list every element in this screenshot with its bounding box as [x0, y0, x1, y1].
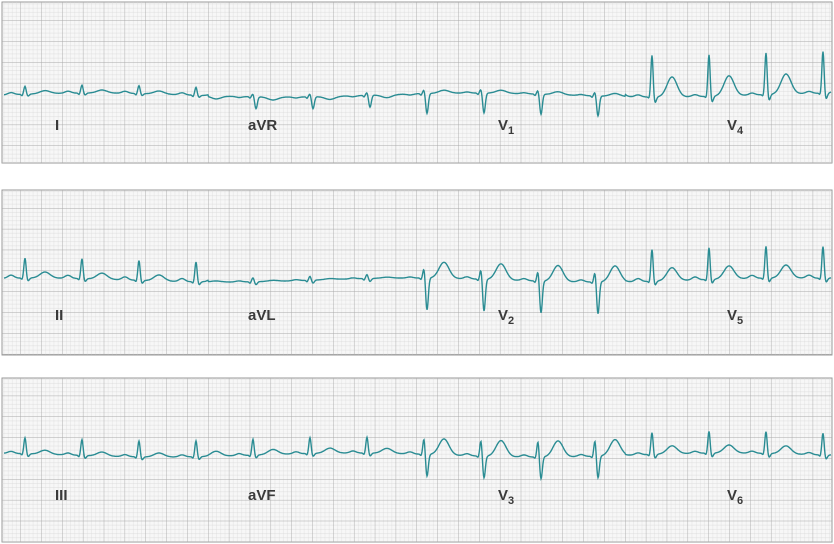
lead-name: II [55, 307, 63, 324]
lead-label: II [55, 307, 63, 324]
lead-name: V [727, 307, 737, 324]
lead-subscript: 3 [508, 495, 514, 507]
lead-name: V [498, 307, 508, 324]
lead-subscript: 5 [737, 315, 743, 327]
lead-label: III [55, 487, 68, 504]
lead-name: III [55, 487, 68, 504]
lead-label: aVL [248, 307, 276, 324]
lead-label: aVF [248, 487, 276, 504]
ecg-sheet: IaVRV1V4IIaVLV2V5IIIaVFV3V6 [0, 0, 834, 544]
lead-label: I [55, 117, 59, 134]
lead-subscript: 4 [737, 125, 744, 137]
lead-subscript: 2 [508, 315, 514, 327]
lead-name: V [498, 117, 508, 134]
strip-grid [2, 378, 832, 542]
lead-subscript: 1 [508, 125, 514, 137]
lead-name: aVL [248, 307, 276, 324]
lead-name: aVF [248, 487, 276, 504]
lead-name: V [727, 487, 737, 504]
lead-name: V [727, 117, 737, 134]
page: {"strips": [ {"leads": [{"name": "I"}, {… [0, 0, 834, 544]
lead-subscript: 6 [737, 495, 743, 507]
lead-name: V [498, 487, 508, 504]
lead-name: I [55, 117, 59, 134]
lead-label: aVR [248, 117, 277, 134]
lead-name: aVR [248, 117, 277, 134]
